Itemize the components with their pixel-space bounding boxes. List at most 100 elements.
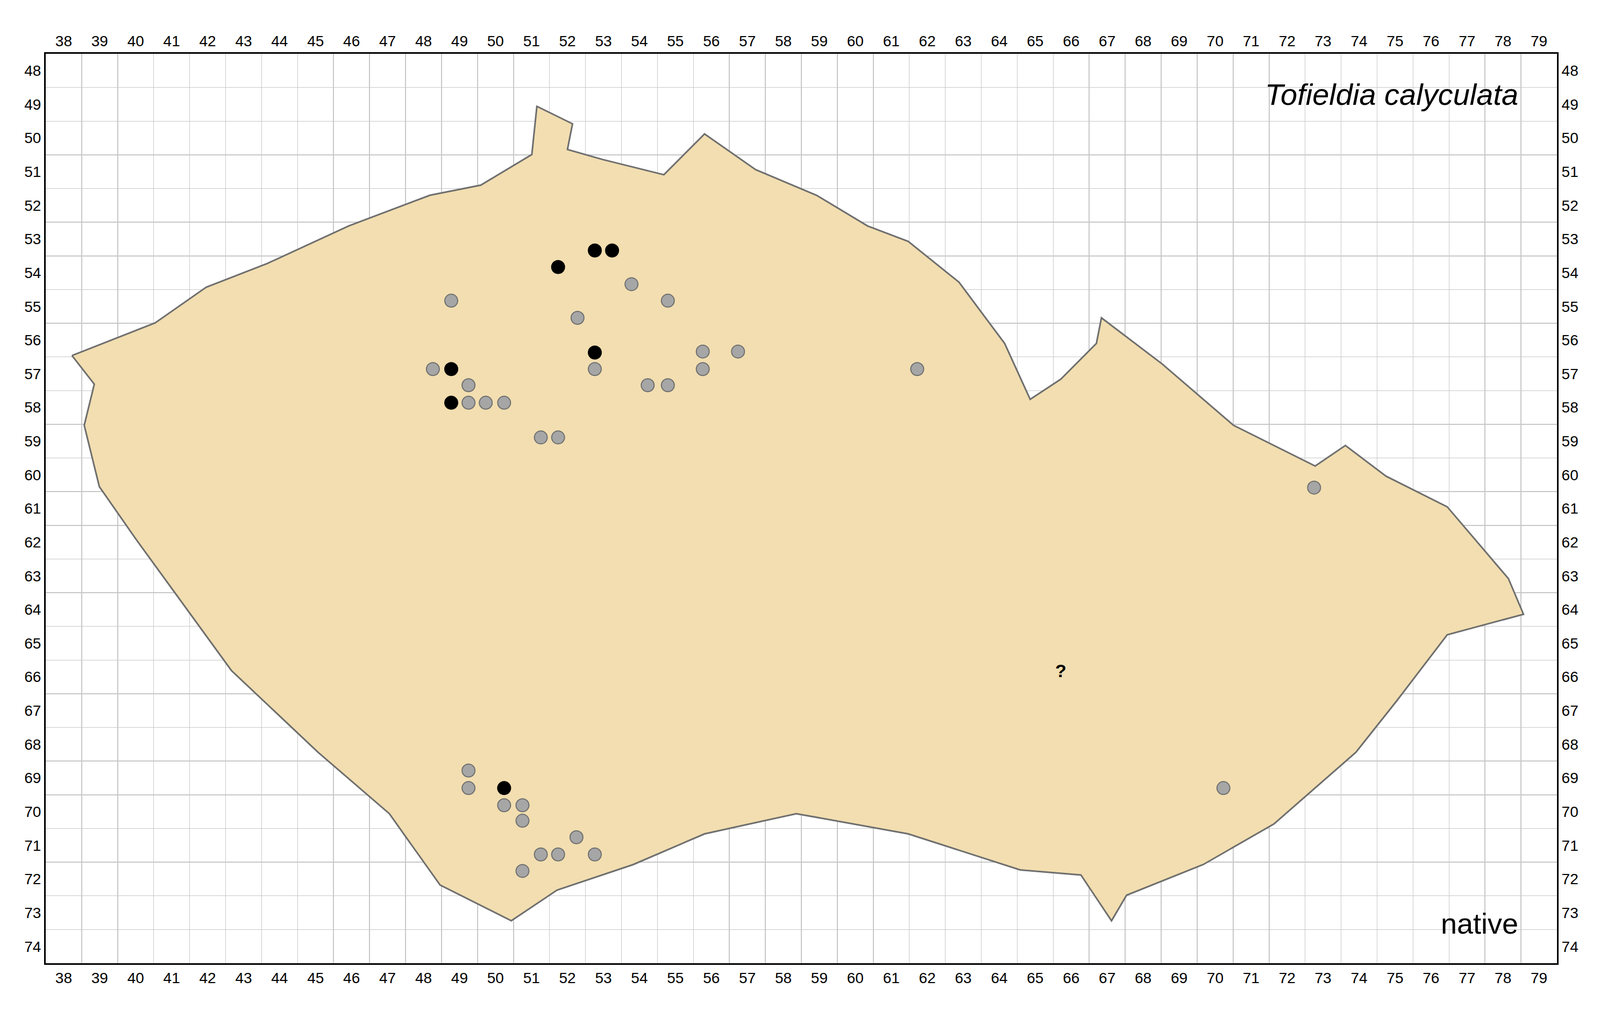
svg-text:74: 74 xyxy=(1350,32,1368,50)
svg-text:64: 64 xyxy=(990,32,1008,50)
svg-text:50: 50 xyxy=(1561,129,1579,147)
svg-text:70: 70 xyxy=(1561,803,1579,821)
svg-text:38: 38 xyxy=(55,969,73,987)
svg-text:73: 73 xyxy=(1561,904,1579,922)
svg-text:52: 52 xyxy=(559,969,576,987)
svg-text:75: 75 xyxy=(1386,32,1404,50)
svg-text:54: 54 xyxy=(630,32,648,50)
svg-text:39: 39 xyxy=(91,969,109,987)
svg-text:46: 46 xyxy=(343,969,360,987)
svg-text:73: 73 xyxy=(1314,969,1332,987)
svg-text:50: 50 xyxy=(487,969,504,987)
svg-text:52: 52 xyxy=(24,197,41,215)
svg-text:70: 70 xyxy=(1206,969,1224,987)
svg-text:45: 45 xyxy=(307,969,324,987)
svg-text:56: 56 xyxy=(702,969,720,987)
svg-text:55: 55 xyxy=(1561,298,1579,316)
svg-text:?: ? xyxy=(1055,660,1067,681)
svg-text:68: 68 xyxy=(24,736,41,753)
svg-text:79: 79 xyxy=(1530,32,1548,50)
svg-text:71: 71 xyxy=(24,837,41,855)
svg-text:68: 68 xyxy=(1134,969,1152,987)
svg-text:48: 48 xyxy=(1561,62,1579,80)
svg-text:59: 59 xyxy=(24,432,41,450)
svg-text:47: 47 xyxy=(379,32,396,50)
svg-text:60: 60 xyxy=(24,466,41,484)
svg-text:58: 58 xyxy=(774,969,792,987)
svg-text:74: 74 xyxy=(1561,937,1579,955)
svg-text:45: 45 xyxy=(307,32,324,50)
svg-text:65: 65 xyxy=(1561,635,1579,652)
svg-text:69: 69 xyxy=(1170,969,1188,987)
svg-text:66: 66 xyxy=(1062,32,1080,50)
svg-text:57: 57 xyxy=(1561,365,1579,383)
svg-text:62: 62 xyxy=(1561,534,1579,551)
svg-text:64: 64 xyxy=(24,601,41,618)
svg-text:48: 48 xyxy=(415,32,432,50)
svg-text:71: 71 xyxy=(1242,969,1260,987)
svg-text:79: 79 xyxy=(1530,969,1548,987)
svg-text:55: 55 xyxy=(24,298,41,316)
svg-text:63: 63 xyxy=(1561,567,1579,585)
svg-text:63: 63 xyxy=(954,32,972,50)
svg-text:58: 58 xyxy=(1561,399,1579,416)
svg-text:57: 57 xyxy=(24,365,41,383)
svg-text:52: 52 xyxy=(1561,197,1579,215)
svg-text:48: 48 xyxy=(415,969,432,987)
svg-text:74: 74 xyxy=(1350,969,1368,987)
svg-text:60: 60 xyxy=(847,969,864,987)
svg-text:78: 78 xyxy=(1494,32,1512,50)
svg-text:53: 53 xyxy=(594,969,612,987)
svg-text:46: 46 xyxy=(343,32,360,50)
svg-text:53: 53 xyxy=(1561,230,1579,248)
svg-text:59: 59 xyxy=(1561,432,1579,450)
svg-text:57: 57 xyxy=(738,32,756,50)
svg-text:72: 72 xyxy=(1278,969,1296,987)
svg-text:66: 66 xyxy=(1062,969,1080,987)
svg-text:76: 76 xyxy=(1422,969,1440,987)
svg-text:40: 40 xyxy=(127,969,145,987)
svg-text:62: 62 xyxy=(919,32,936,50)
svg-text:54: 54 xyxy=(1561,264,1579,282)
svg-text:38: 38 xyxy=(55,32,73,50)
svg-text:60: 60 xyxy=(847,32,864,50)
svg-text:68: 68 xyxy=(1134,32,1152,50)
svg-text:66: 66 xyxy=(1561,668,1579,686)
svg-text:77: 77 xyxy=(1458,969,1476,987)
svg-text:39: 39 xyxy=(91,32,109,50)
svg-text:76: 76 xyxy=(1422,32,1440,50)
svg-text:70: 70 xyxy=(24,803,41,821)
svg-text:65: 65 xyxy=(24,635,41,652)
svg-text:61: 61 xyxy=(883,32,900,50)
svg-text:65: 65 xyxy=(1026,969,1044,987)
svg-text:69: 69 xyxy=(1561,769,1579,787)
svg-text:43: 43 xyxy=(235,969,252,987)
svg-text:41: 41 xyxy=(163,32,181,50)
svg-text:44: 44 xyxy=(271,969,288,987)
svg-text:67: 67 xyxy=(1098,32,1116,50)
svg-text:69: 69 xyxy=(24,769,41,787)
svg-text:51: 51 xyxy=(523,969,540,987)
svg-text:54: 54 xyxy=(630,969,648,987)
svg-text:64: 64 xyxy=(1561,601,1579,618)
svg-text:56: 56 xyxy=(702,32,720,50)
svg-text:44: 44 xyxy=(271,32,288,50)
svg-text:75: 75 xyxy=(1386,969,1404,987)
svg-text:42: 42 xyxy=(198,32,216,50)
svg-text:77: 77 xyxy=(1458,32,1476,50)
svg-text:64: 64 xyxy=(990,969,1008,987)
svg-text:51: 51 xyxy=(24,163,41,181)
svg-text:71: 71 xyxy=(1242,32,1260,50)
svg-text:49: 49 xyxy=(451,969,468,987)
svg-text:67: 67 xyxy=(1098,969,1116,987)
svg-text:72: 72 xyxy=(1561,870,1579,888)
svg-text:70: 70 xyxy=(1206,32,1224,50)
svg-text:63: 63 xyxy=(954,969,972,987)
svg-text:48: 48 xyxy=(24,62,41,80)
svg-text:61: 61 xyxy=(24,500,41,517)
svg-text:73: 73 xyxy=(1314,32,1332,50)
svg-text:52: 52 xyxy=(559,32,576,50)
svg-text:72: 72 xyxy=(24,870,41,888)
svg-text:58: 58 xyxy=(774,32,792,50)
svg-text:65: 65 xyxy=(1026,32,1044,50)
